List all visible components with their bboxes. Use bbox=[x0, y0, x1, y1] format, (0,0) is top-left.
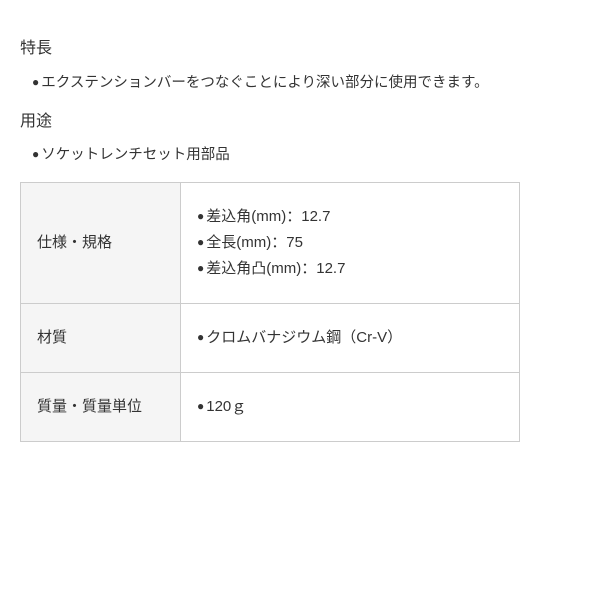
spec-label: 仕様・規格 bbox=[21, 182, 181, 303]
usage-item-text: ソケットレンチセット用部品 bbox=[41, 147, 230, 163]
bullet-icon bbox=[32, 75, 41, 91]
features-item: エクステンションバーをつなぐことにより深い部分に使用できます。 bbox=[20, 72, 580, 95]
spec-value-line: クロムバナジウム鋼（Cr-V） bbox=[197, 326, 503, 350]
spec-value-line: 差込角凸(mm)：12.7 bbox=[197, 257, 503, 281]
spec-value-line: 120ｇ bbox=[197, 395, 503, 419]
features-heading: 特長 bbox=[20, 36, 580, 62]
spec-value-line: 差込角(mm)：12.7 bbox=[197, 205, 503, 229]
spec-value: 120ｇ bbox=[181, 372, 520, 441]
spec-label: 質量・質量単位 bbox=[21, 372, 181, 441]
features-item-text: エクステンションバーをつなぐことにより深い部分に使用できます。 bbox=[41, 75, 488, 91]
bullet-icon bbox=[32, 147, 41, 163]
table-row: 質量・質量単位 120ｇ bbox=[21, 372, 520, 441]
table-row: 仕様・規格 差込角(mm)：12.7 全長(mm)：75 差込角凸(mm)：12… bbox=[21, 182, 520, 303]
spec-value: 差込角(mm)：12.7 全長(mm)：75 差込角凸(mm)：12.7 bbox=[181, 182, 520, 303]
spec-value-line: 全長(mm)：75 bbox=[197, 231, 503, 255]
table-row: 材質 クロムバナジウム鋼（Cr-V） bbox=[21, 303, 520, 372]
spec-value: クロムバナジウム鋼（Cr-V） bbox=[181, 303, 520, 372]
usage-item: ソケットレンチセット用部品 bbox=[20, 144, 580, 167]
usage-heading: 用途 bbox=[20, 109, 580, 135]
spec-label: 材質 bbox=[21, 303, 181, 372]
specs-table: 仕様・規格 差込角(mm)：12.7 全長(mm)：75 差込角凸(mm)：12… bbox=[20, 182, 520, 442]
